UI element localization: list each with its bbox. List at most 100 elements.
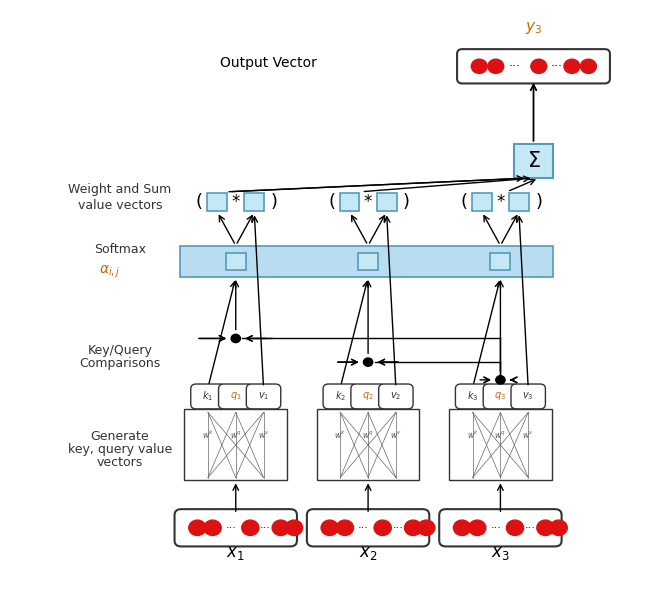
Text: $k_1$: $k_1$ <box>202 389 214 403</box>
Text: vectors: vectors <box>97 455 143 469</box>
FancyBboxPatch shape <box>456 384 490 409</box>
Bar <box>449 409 551 481</box>
Text: $w^q$: $w^q$ <box>494 429 507 440</box>
FancyBboxPatch shape <box>440 509 561 547</box>
Text: ···: ··· <box>509 60 521 73</box>
Text: $v_2$: $v_2$ <box>390 391 401 403</box>
Text: ···: ··· <box>490 523 501 533</box>
Bar <box>245 193 264 211</box>
Text: $w^v$: $w^v$ <box>522 429 534 440</box>
Bar <box>472 193 492 211</box>
Text: $q_1$: $q_1$ <box>230 391 242 403</box>
Text: ···: ··· <box>226 523 237 533</box>
Text: $w^q$: $w^q$ <box>362 429 374 440</box>
Text: Output Vector: Output Vector <box>220 56 318 70</box>
Text: $w^k$: $w^k$ <box>467 428 478 440</box>
Text: $w^q$: $w^q$ <box>230 429 242 440</box>
Text: $\Sigma$: $\Sigma$ <box>527 151 541 171</box>
Text: ···: ··· <box>393 523 403 533</box>
Text: Generate: Generate <box>90 430 149 443</box>
Bar <box>317 409 419 481</box>
Text: $x_3$: $x_3$ <box>491 544 510 562</box>
Bar <box>340 193 360 211</box>
Text: *: * <box>364 193 373 211</box>
Text: $q_2$: $q_2$ <box>362 391 374 403</box>
Circle shape <box>417 520 435 535</box>
FancyBboxPatch shape <box>175 509 297 547</box>
Text: ···: ··· <box>358 523 369 533</box>
Circle shape <box>488 59 504 73</box>
Text: ···: ··· <box>260 523 271 533</box>
FancyBboxPatch shape <box>379 384 413 409</box>
Circle shape <box>564 59 580 73</box>
Text: *: * <box>496 193 505 211</box>
FancyBboxPatch shape <box>307 509 429 547</box>
FancyBboxPatch shape <box>218 384 253 409</box>
Text: value vectors: value vectors <box>78 199 162 212</box>
Circle shape <box>374 520 391 535</box>
Circle shape <box>405 520 421 535</box>
Text: $k_2$: $k_2$ <box>335 389 346 403</box>
Text: ): ) <box>403 193 410 211</box>
Bar <box>490 253 511 271</box>
Circle shape <box>336 520 354 535</box>
Circle shape <box>471 59 487 73</box>
Circle shape <box>321 520 338 535</box>
Bar <box>509 193 529 211</box>
Text: $x_2$: $x_2$ <box>359 544 377 562</box>
Bar <box>207 193 227 211</box>
FancyBboxPatch shape <box>511 384 545 409</box>
Circle shape <box>496 376 505 384</box>
Text: (: ( <box>328 193 335 211</box>
Circle shape <box>242 520 259 535</box>
Text: $v_1$: $v_1$ <box>258 391 269 403</box>
Circle shape <box>507 520 523 535</box>
FancyBboxPatch shape <box>483 384 518 409</box>
Text: $v_3$: $v_3$ <box>523 391 534 403</box>
Text: ): ) <box>271 193 277 211</box>
FancyBboxPatch shape <box>457 49 610 83</box>
Text: $\alpha_{i,j}$: $\alpha_{i,j}$ <box>99 264 121 280</box>
Circle shape <box>189 520 206 535</box>
Circle shape <box>531 59 547 73</box>
Text: $w^v$: $w^v$ <box>257 429 269 440</box>
Text: $y_3$: $y_3$ <box>525 20 542 35</box>
Circle shape <box>363 358 373 366</box>
Circle shape <box>454 520 470 535</box>
Text: ): ) <box>535 193 542 211</box>
FancyBboxPatch shape <box>351 384 385 409</box>
Circle shape <box>272 520 289 535</box>
FancyBboxPatch shape <box>247 384 281 409</box>
Text: ···: ··· <box>525 523 535 533</box>
Text: Comparisons: Comparisons <box>79 357 161 370</box>
FancyBboxPatch shape <box>191 384 225 409</box>
Text: $w^k$: $w^k$ <box>202 428 214 440</box>
Text: $q_3$: $q_3$ <box>494 391 507 403</box>
Bar <box>180 246 553 277</box>
Text: $w^v$: $w^v$ <box>390 429 402 440</box>
Text: Softmax: Softmax <box>94 243 146 256</box>
Text: Weight and Sum: Weight and Sum <box>68 183 172 196</box>
Text: (: ( <box>196 193 203 211</box>
Text: *: * <box>232 193 240 211</box>
Circle shape <box>550 520 567 535</box>
Bar <box>377 193 397 211</box>
Text: ···: ··· <box>551 60 563 73</box>
Circle shape <box>285 520 303 535</box>
Text: Key/Query: Key/Query <box>88 344 152 357</box>
FancyBboxPatch shape <box>323 384 358 409</box>
Circle shape <box>468 520 486 535</box>
Circle shape <box>580 59 596 73</box>
Text: (: ( <box>460 193 468 211</box>
Text: $w^k$: $w^k$ <box>334 428 346 440</box>
Bar <box>515 144 553 178</box>
Circle shape <box>204 520 221 535</box>
Bar <box>226 253 246 271</box>
Text: $k_3$: $k_3$ <box>467 389 478 403</box>
Text: key, query value: key, query value <box>68 443 172 455</box>
Circle shape <box>537 520 554 535</box>
Bar <box>184 409 287 481</box>
Circle shape <box>231 334 241 343</box>
Bar <box>358 253 378 271</box>
Text: $x_1$: $x_1$ <box>226 544 245 562</box>
